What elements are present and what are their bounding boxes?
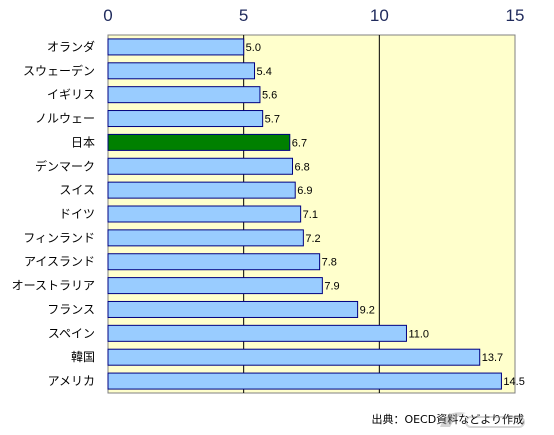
- bar: [107, 300, 359, 318]
- value-label: 7.9: [324, 281, 339, 293]
- value-label: 14.5: [503, 376, 524, 388]
- bar: [107, 62, 256, 80]
- category-label: ノルウェー: [35, 112, 95, 126]
- value-label: 6.7: [292, 137, 307, 149]
- x-tick-label: 15: [506, 6, 525, 25]
- category-label: ドイツ: [59, 207, 95, 221]
- category-labels: オランダスウェーデンイギリスノルウェー日本デンマークスイスドイツフィンランドアイ…: [12, 39, 95, 388]
- bar: [107, 348, 481, 366]
- watermark-logo: [440, 412, 525, 428]
- bar: [107, 157, 294, 175]
- category-label: デンマーク: [35, 158, 95, 173]
- category-label: フィンランド: [23, 231, 95, 245]
- category-label: フランス: [47, 302, 95, 316]
- x-tick-label: 10: [370, 6, 389, 25]
- x-tick-label: 0: [103, 6, 112, 25]
- value-label: 5.7: [265, 114, 280, 126]
- category-label: スウェーデン: [23, 63, 95, 78]
- category-label: 日本: [71, 135, 95, 149]
- x-tick-label: 5: [239, 6, 248, 25]
- bar: [107, 229, 304, 247]
- value-label: 5.6: [262, 90, 277, 102]
- bar: [107, 324, 407, 342]
- bar: [107, 133, 291, 151]
- bar: [107, 181, 296, 199]
- category-label: イギリス: [47, 88, 95, 102]
- category-label: アイスランド: [24, 255, 95, 269]
- bar: [107, 110, 264, 128]
- value-label: 6.8: [295, 161, 310, 173]
- bars: [107, 38, 502, 390]
- bar: [107, 38, 245, 56]
- category-label: オランダ: [47, 39, 95, 54]
- bar: [107, 253, 321, 271]
- bar: [107, 205, 302, 223]
- category-label: オーストラリア: [12, 279, 95, 293]
- bar: [107, 86, 261, 104]
- value-label: 13.7: [482, 352, 503, 364]
- category-label: 韓国: [71, 350, 95, 364]
- category-label: アメリカ: [48, 374, 95, 388]
- value-label: 5.0: [246, 42, 261, 54]
- category-label: スイス: [59, 183, 95, 197]
- bar: [107, 372, 502, 390]
- value-label: 5.4: [257, 66, 272, 78]
- x-axis-ticks: 0 5 10 15: [103, 6, 524, 25]
- value-label: 7.1: [303, 209, 318, 221]
- category-label: スペイン: [48, 326, 95, 340]
- source-note: 出典：OECD資料などより作成: [371, 411, 524, 427]
- value-label: 6.9: [297, 185, 312, 197]
- value-label: 7.2: [305, 233, 320, 245]
- value-labels: 5.0 5.4 5.6 5.7 6.7 6.8 6.9 7.1 7.27.8 7.9 9.2 11.0…: [246, 42, 525, 388]
- value-label: 11.0: [408, 328, 429, 340]
- value-label: 7.8: [322, 257, 337, 269]
- bar: [107, 277, 323, 295]
- value-label: 9.2: [360, 304, 375, 316]
